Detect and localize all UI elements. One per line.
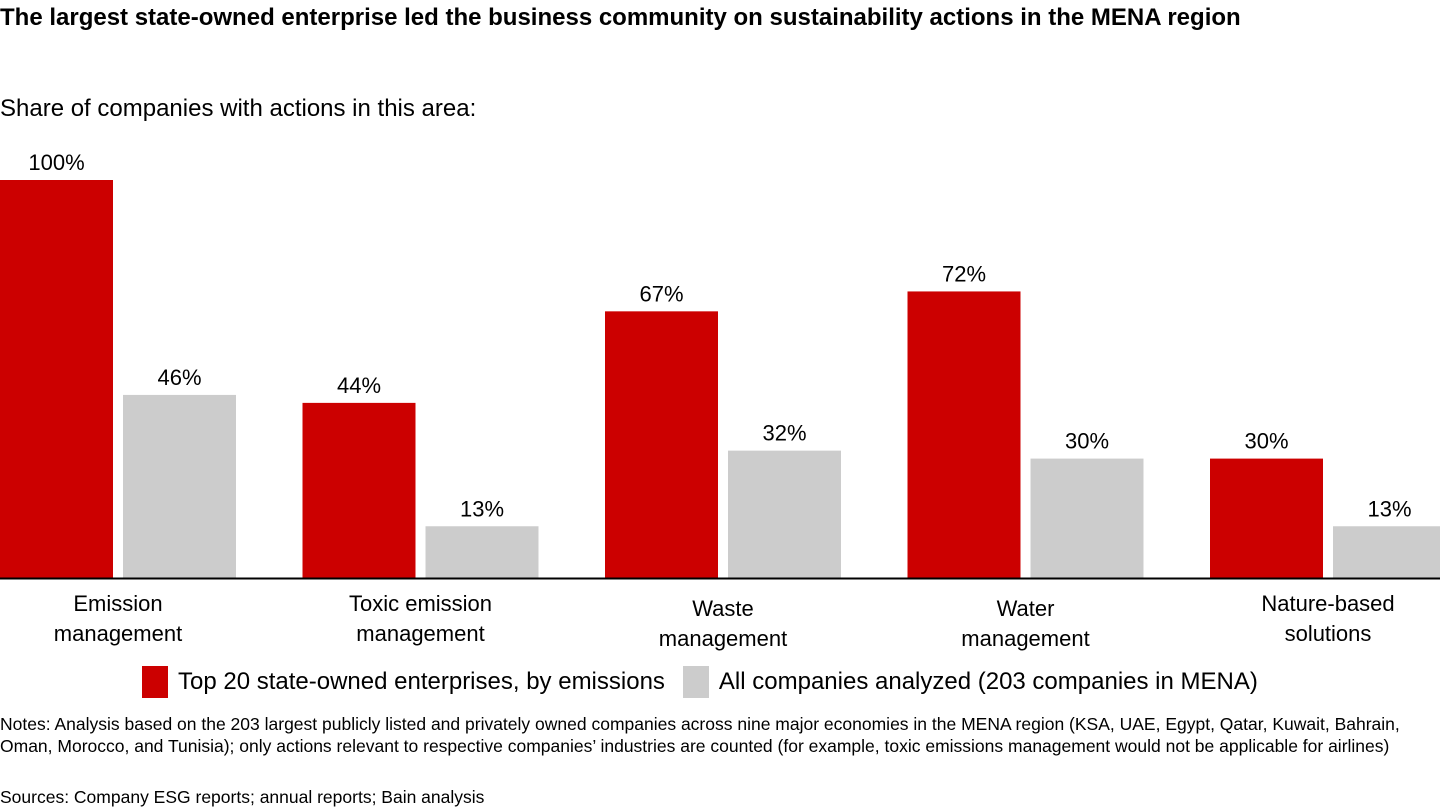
- category-label-c4-l2: management: [961, 626, 1089, 651]
- legend: Top 20 state-owned enterprises, by emiss…: [142, 666, 1276, 698]
- category-label-c3-l2: management: [659, 626, 787, 651]
- bar-s1-c3: [605, 311, 718, 578]
- legend-label-series2: All companies analyzed (203 companies in…: [718, 668, 1258, 695]
- legend-item-series1: Top 20 state-owned enterprises, by emiss…: [142, 666, 665, 698]
- sources: Sources: Company ESG reports; annual rep…: [0, 787, 485, 807]
- chart-title: The largest state-owned enterprise led t…: [0, 4, 1241, 31]
- category-label-c3-l1: Waste: [692, 596, 754, 621]
- chart-subtitle: Share of companies with actions in this …: [0, 95, 477, 122]
- data-label-s1-c5: 30%: [1244, 429, 1288, 454]
- bar-s2-c5: [1333, 526, 1440, 578]
- category-label-c5-l2: solutions: [1285, 621, 1372, 646]
- category-label-c1-l2: management: [54, 621, 182, 646]
- bar-s2-c2: [425, 526, 539, 578]
- bar-s1-c2: [302, 402, 416, 578]
- data-label-s1-c4: 72%: [942, 261, 986, 286]
- bar-s1-c4: [907, 291, 1021, 578]
- data-label-s1-c1: 100%: [28, 150, 84, 175]
- category-label-c4-l1: Water: [997, 596, 1055, 621]
- bar-s2-c4: [1030, 458, 1144, 578]
- data-label-s1-c3: 67%: [639, 281, 683, 306]
- category-label-c5-l1: Nature-based: [1261, 591, 1394, 616]
- legend-swatch-series2: [682, 666, 709, 698]
- category-label-c2-l1: Toxic emission: [349, 591, 492, 616]
- data-label-s1-c2: 44%: [337, 373, 381, 398]
- data-label-s2-c1: 46%: [157, 365, 201, 390]
- data-label-s2-c5: 13%: [1367, 496, 1411, 521]
- bar-s2-c3: [728, 450, 841, 578]
- notes: Notes: Analysis based on the 203 largest…: [0, 714, 1400, 756]
- data-label-s2-c4: 30%: [1065, 429, 1109, 454]
- legend-swatch-series1: [142, 666, 168, 698]
- legend-label-series1: Top 20 state-owned enterprises, by emiss…: [178, 668, 665, 695]
- bar-s1-c5: [1210, 458, 1323, 578]
- bar-chart: 100% 46% Emission management 44% 13% Toxic emi…: [0, 150, 1440, 651]
- bar-s1-c1: [0, 180, 113, 578]
- data-label-s2-c3: 32%: [762, 421, 806, 446]
- legend-item-series2: All companies analyzed (203 companies in…: [682, 666, 1258, 698]
- bar-s2-c1: [123, 394, 236, 578]
- category-label-c2-l2: management: [356, 621, 484, 646]
- data-label-s2-c2: 13%: [460, 496, 504, 521]
- category-label-c1-l1: Emission: [73, 591, 162, 616]
